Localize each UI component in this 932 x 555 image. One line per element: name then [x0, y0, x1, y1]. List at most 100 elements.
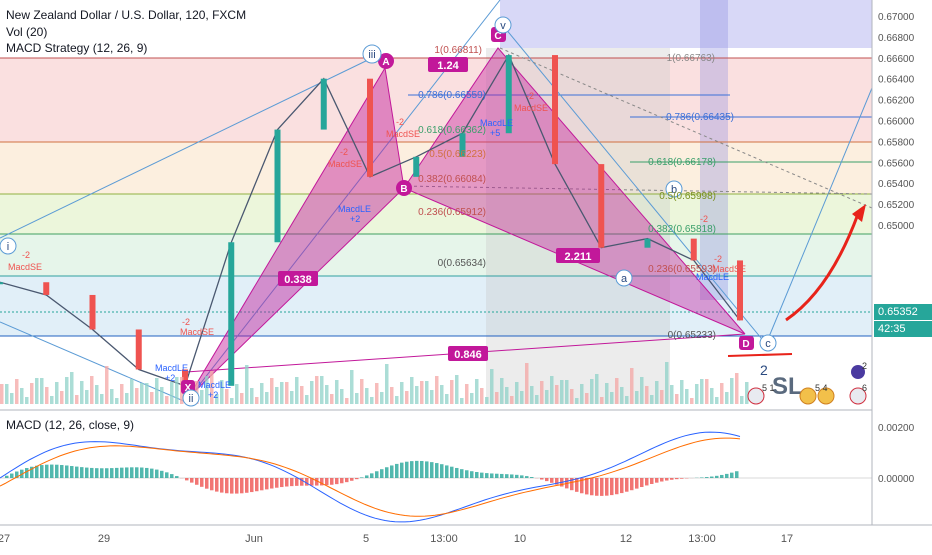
macd-histogram-bar: [640, 478, 644, 487]
macd-histogram-bar: [275, 478, 279, 488]
volume-bar: [420, 381, 424, 404]
macd-histogram-bar: [410, 461, 414, 478]
volume-bar: [85, 390, 89, 404]
macd-histogram-bar: [220, 478, 224, 493]
wave-i-label: i: [7, 241, 9, 253]
volume-bar: [340, 389, 344, 404]
volume-bar: [390, 387, 394, 404]
macd-histogram-bar: [110, 468, 114, 478]
volume-bar: [605, 383, 609, 404]
macd-histogram-bar: [255, 478, 259, 491]
chart-title: New Zealand Dollar / U.S. Dollar, 120, F…: [6, 8, 246, 22]
signal-minus-label: -2: [182, 317, 190, 327]
fib-right-label: 1(0.66763): [667, 53, 715, 64]
volume-bar: [745, 382, 749, 404]
signal-long-label: MacdLE: [480, 118, 513, 128]
volume-bar: [235, 384, 239, 404]
event-badge-count: 5 4: [815, 383, 828, 393]
volume-bar: [560, 380, 564, 404]
volume-bar: [155, 378, 159, 404]
time-tick-label: 13:00: [688, 533, 716, 545]
fib-right-label: 0.382(0.65818): [648, 224, 716, 235]
macd-histogram-bar: [85, 468, 89, 478]
volume-bar: [640, 377, 644, 404]
volume-bar: [715, 397, 719, 404]
signal-short-label: MacdSE: [386, 129, 420, 139]
volume-bar: [635, 391, 639, 404]
macd-histogram-bar: [630, 478, 634, 490]
macd-histogram-bar: [10, 474, 14, 478]
volume-bar: [450, 380, 454, 404]
signal-minus-label: -2: [714, 254, 722, 264]
macd-legend: MACD (12, 26, close, 9): [6, 418, 134, 432]
macd-histogram-bar: [735, 471, 739, 478]
volume-bar: [535, 395, 539, 404]
macd-histogram-bar: [530, 477, 534, 478]
macd-histogram-bar: [290, 478, 294, 486]
price-candle: [0, 282, 3, 284]
wave-a-label: a: [621, 273, 628, 285]
volume-bar: [80, 381, 84, 404]
macd-histogram-bar: [65, 465, 69, 478]
macd-histogram-bar: [575, 478, 579, 492]
macd-histogram-bar: [60, 465, 64, 478]
macd-histogram-bar: [385, 467, 389, 478]
macd-histogram-bar: [635, 478, 639, 489]
macd-histogram-bar: [480, 473, 484, 478]
signal-short-label: MacdSE: [8, 262, 42, 272]
volume-bar: [470, 393, 474, 404]
volume-bar: [730, 378, 734, 404]
volume-bar: [575, 398, 579, 404]
volume-bar: [655, 381, 659, 404]
volume-bar: [480, 388, 484, 404]
macd-histogram-bar: [170, 474, 174, 478]
macd-histogram-bar: [605, 478, 609, 496]
volume-bar: [550, 376, 554, 404]
macd-histogram-bar: [350, 478, 354, 481]
macd-histogram-bar: [545, 478, 549, 481]
volume-bar: [265, 392, 269, 404]
price-candle: [552, 55, 558, 164]
price-tick-label: 0.65000: [878, 221, 915, 232]
macd-histogram-bar: [90, 468, 94, 478]
macd-layer: [0, 432, 872, 522]
macd-histogram-bar: [650, 478, 654, 484]
volume-bar: [455, 375, 459, 404]
macd-histogram-bar: [105, 468, 109, 478]
volume-bar: [405, 391, 409, 404]
volume-bar: [300, 386, 304, 404]
volume-bar: [50, 396, 54, 404]
macd-histogram-bar: [225, 478, 229, 493]
signal-long-label: MacdLE: [155, 363, 188, 373]
volume-bar: [615, 378, 619, 404]
volume-bar: [725, 392, 729, 404]
price-tick-label: 0.66800: [878, 33, 915, 44]
volume-bar: [160, 387, 164, 404]
macd-histogram-bar: [450, 467, 454, 478]
volume-bar: [120, 384, 124, 404]
signal-minus-label: -2: [22, 250, 30, 260]
volume-bar: [645, 386, 649, 404]
macd-histogram-bar: [485, 473, 489, 478]
volume-bar: [600, 397, 604, 404]
volume-bar: [90, 376, 94, 404]
volume-legend: Vol (20): [6, 25, 47, 39]
volume-bar: [545, 390, 549, 404]
volume-bar: [55, 382, 59, 404]
price-tick-label: 0.66400: [878, 75, 915, 86]
wave-iii-label: iii: [368, 49, 375, 61]
volume-bar: [585, 393, 589, 404]
volume-bar: [680, 380, 684, 404]
fib-right-label: 0(0.65233): [668, 330, 716, 341]
macd-histogram-bar: [115, 468, 119, 478]
macd-histogram-bar: [130, 467, 134, 478]
volume-bar: [245, 365, 249, 404]
signal-short-label: MacdSE: [712, 264, 746, 274]
fib-right-label: 0.618(0.66178): [648, 157, 716, 168]
price-candle: [90, 295, 96, 330]
macd-histogram-bar: [210, 478, 214, 490]
volume-bar: [555, 385, 559, 404]
volume-bar: [110, 389, 114, 404]
volume-bar: [0, 384, 4, 404]
macd-histogram-bar: [355, 478, 359, 479]
